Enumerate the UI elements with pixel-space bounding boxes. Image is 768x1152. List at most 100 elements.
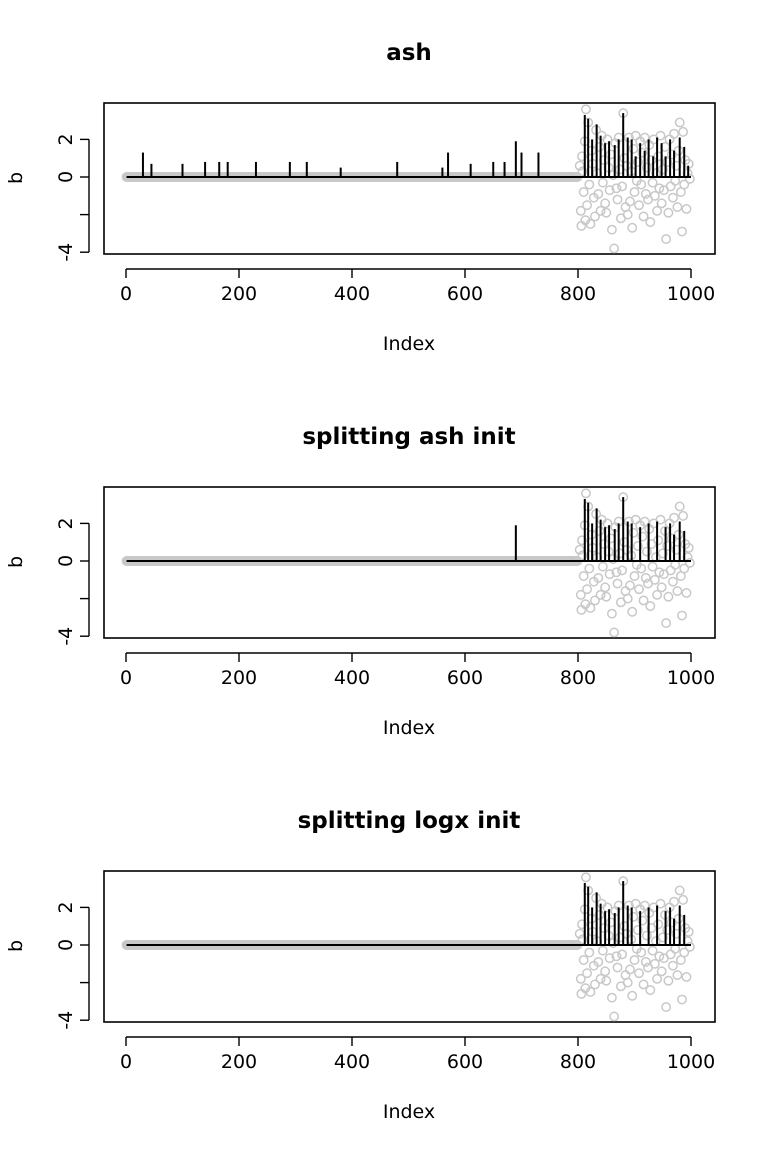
data-point: [605, 533, 616, 544]
data-point: [672, 586, 683, 597]
y-axis: -4 0 2: [55, 901, 90, 1030]
data-point: [634, 200, 644, 211]
chart-panel-1: ash 0 200 400 600 800 1000 Index -4 0 2 b: [5, 40, 716, 355]
chart-title: ash: [386, 40, 432, 66]
data-point: [622, 209, 633, 220]
data-point: [594, 909, 605, 920]
data-point: [606, 224, 617, 235]
data-point: [622, 977, 633, 988]
data-point: [649, 190, 660, 201]
data-point: [647, 561, 658, 572]
data-point: [665, 565, 676, 576]
data-point: [609, 1011, 620, 1022]
data-point: [662, 925, 673, 935]
data-point: [641, 930, 652, 941]
y-tick-label: -4: [55, 243, 77, 262]
data-point: [652, 589, 663, 600]
data-point: [625, 964, 635, 975]
data-point: [594, 525, 605, 536]
x-tick-label: 200: [221, 283, 257, 305]
y-axis: -4 0 2: [55, 517, 90, 646]
data-point: [582, 200, 592, 211]
data-point: [634, 584, 644, 595]
data-point: [575, 589, 586, 600]
y-tick-label: 2: [55, 901, 77, 913]
data-point: [656, 966, 667, 977]
data-point: [590, 595, 600, 606]
x-tick-label: 200: [221, 667, 257, 689]
data-point: [655, 514, 666, 525]
data-point: [637, 531, 648, 542]
data-point: [645, 601, 656, 612]
x-tick-label: 800: [560, 283, 596, 305]
data-point: [637, 147, 648, 158]
data-point: [656, 582, 667, 593]
data-point: [629, 571, 640, 581]
data-point: [602, 134, 613, 145]
estimate-line: [126, 497, 691, 562]
data-point: [600, 966, 611, 977]
data-point: [677, 610, 687, 621]
data-point: [577, 550, 588, 561]
data-point: [627, 990, 638, 1001]
data-point: [611, 951, 622, 962]
chart-panel-3: splitting logx init 0 200 400 600 800 1000 Inde…: [5, 808, 716, 1123]
data-point: [628, 143, 639, 154]
data-point: [578, 571, 589, 581]
chart-title: splitting ash init: [302, 424, 515, 450]
chart-panel-2: splitting ash init 0 200 400 600 800 1000 Index…: [5, 424, 716, 739]
data-point: [604, 185, 615, 196]
data-point: [645, 217, 656, 228]
data-point: [597, 177, 608, 188]
data-point: [601, 207, 612, 218]
data-point: [617, 565, 628, 576]
x-axis: 0 200 400 600 800 1000: [120, 652, 715, 689]
y-tick-label: 0: [55, 555, 77, 567]
data-point: [638, 979, 649, 990]
data-point: [667, 576, 678, 587]
data-point: [634, 968, 644, 979]
data-point: [665, 181, 676, 192]
data-point: [638, 211, 649, 222]
data-point: [602, 518, 613, 529]
data-point: [609, 243, 620, 254]
data-point: [611, 183, 622, 194]
data-point: [595, 205, 606, 216]
data-point: [669, 896, 679, 907]
data-point: [585, 603, 596, 613]
data-point: [600, 582, 611, 593]
plot-frame: [103, 870, 716, 1023]
data-point: [600, 198, 611, 209]
data-point: [622, 593, 633, 604]
data-point: [625, 196, 635, 207]
data-point: [681, 588, 692, 598]
estimate-line: [126, 113, 691, 178]
data-point: [663, 207, 674, 218]
data-point: [657, 548, 668, 559]
data-point: [640, 956, 651, 967]
data-point: [585, 219, 596, 229]
data-point: [612, 194, 623, 205]
data-point: [623, 900, 634, 911]
data-point: [684, 941, 695, 952]
x-tick-label: 1000: [667, 283, 715, 305]
data-point: [678, 126, 689, 137]
data-point: [625, 580, 635, 591]
data-point: [681, 972, 692, 982]
data-point: [674, 885, 685, 896]
data-point: [656, 198, 667, 209]
data-point: [679, 947, 690, 958]
data-point: [606, 992, 617, 1003]
data-point: [636, 179, 647, 190]
chart-title: splitting logx init: [298, 808, 521, 834]
data-point: [661, 1002, 672, 1012]
x-tick-label: 0: [120, 1051, 132, 1073]
data-point: [678, 510, 689, 521]
data-point: [653, 535, 664, 546]
data-point: [584, 947, 595, 958]
data-point: [672, 970, 683, 981]
data-point: [580, 104, 591, 115]
data-point: [590, 979, 600, 990]
x-axis-label: Index: [383, 333, 435, 355]
data-point: [601, 975, 612, 986]
